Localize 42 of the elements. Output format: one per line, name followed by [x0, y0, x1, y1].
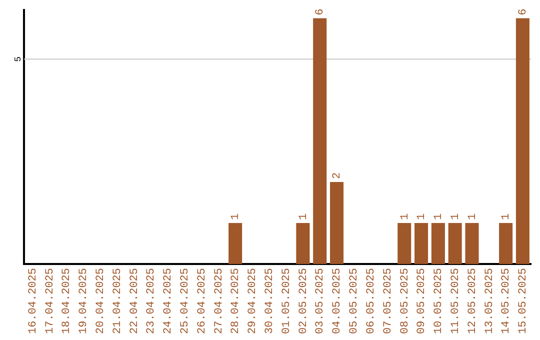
x-tick-label: 15.05.2025 — [518, 268, 530, 334]
x-tick-label: 02.05.2025 — [298, 268, 310, 334]
x-tick-label: 19.04.2025 — [78, 268, 90, 334]
x-tick-label: 14.05.2025 — [500, 268, 513, 334]
x-tick-label: 09.05.2025 — [416, 268, 428, 334]
x-tick-label: 21.04.2025 — [112, 268, 124, 334]
ref-line-label: 5 — [13, 56, 24, 62]
data-label: 1 — [416, 213, 428, 220]
data-label: 1 — [433, 213, 446, 220]
x-tick-label: 22.04.2025 — [128, 268, 141, 334]
x-tick-label: 11.05.2025 — [450, 268, 462, 334]
x-tick-label: 06.05.2025 — [365, 268, 378, 334]
x-tick-label: 23.04.2025 — [146, 268, 158, 334]
x-tick-label: 17.04.2025 — [44, 268, 56, 334]
x-tick-label: 20.04.2025 — [94, 268, 107, 334]
data-label: 1 — [466, 213, 479, 220]
data-label: 1 — [500, 213, 513, 220]
x-tick-label: 01.05.2025 — [280, 268, 293, 334]
x-tick-label: 05.05.2025 — [348, 268, 361, 334]
x-tick-label: 08.05.2025 — [399, 268, 412, 334]
x-tick-label: 24.04.2025 — [162, 268, 175, 334]
x-tick-label: 10.05.2025 — [433, 268, 446, 334]
x-tick-label: 27.04.2025 — [213, 268, 226, 334]
x-tick-label: 12.05.2025 — [466, 268, 479, 334]
data-label: 1 — [298, 213, 310, 220]
data-label: 6 — [314, 8, 327, 16]
x-tick-label: 29.04.2025 — [247, 268, 260, 334]
x-tick-label: 25.04.2025 — [180, 268, 192, 334]
data-label: 1 — [450, 213, 462, 220]
x-tick-label: 04.05.2025 — [332, 268, 344, 334]
x-tick-label: 26.04.2025 — [196, 268, 208, 334]
x-tick-label: 13.05.2025 — [484, 268, 496, 334]
x-tick-label: 07.05.2025 — [382, 268, 394, 334]
data-label: 1 — [230, 213, 242, 220]
x-tick-label: 16.04.2025 — [27, 268, 40, 334]
x-tick-label: 28.04.2025 — [230, 268, 242, 334]
x-tick-label: 03.05.2025 — [314, 268, 327, 334]
x-tick-label: 30.04.2025 — [264, 268, 276, 334]
data-label: 1 — [399, 213, 412, 220]
data-label: 6 — [518, 8, 530, 16]
x-tick-label: 18.04.2025 — [61, 268, 74, 334]
data-label: 2 — [332, 172, 344, 180]
